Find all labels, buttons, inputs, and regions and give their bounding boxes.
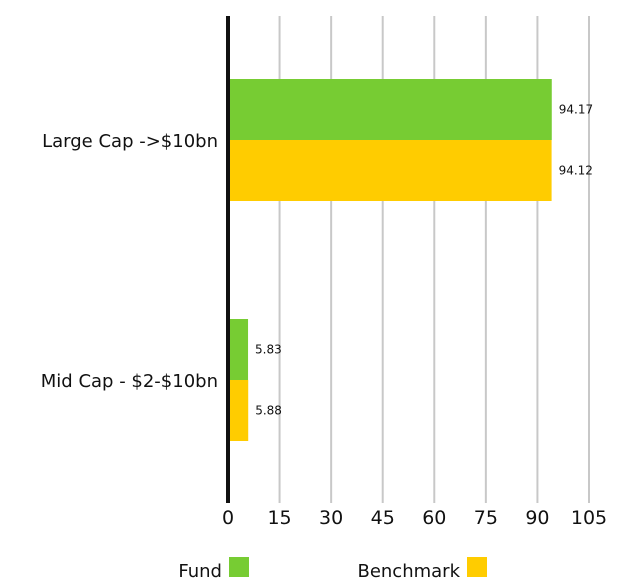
legend-swatch-fund xyxy=(229,557,249,577)
category-label-0: Large Cap ->$10bn xyxy=(42,131,218,152)
data-label-fund-0: 94.17 xyxy=(559,103,593,117)
x-tick-label-0: 0 xyxy=(222,507,234,529)
legend-label-fund: Fund xyxy=(178,561,222,581)
x-tick-label-75: 75 xyxy=(474,507,498,529)
data-labels: 94.17 94.12 5.83 5.88 xyxy=(255,103,593,418)
bars xyxy=(228,79,552,441)
bar-fund-0 xyxy=(228,79,552,140)
data-label-benchmark-0: 94.12 xyxy=(559,164,593,178)
bar-benchmark-0 xyxy=(228,140,552,201)
legend: Fund Benchmark xyxy=(178,557,487,581)
x-tick-label-60: 60 xyxy=(422,507,446,529)
legend-label-benchmark: Benchmark xyxy=(357,561,460,581)
x-tick-label-90: 90 xyxy=(525,507,549,529)
x-tick-label-15: 15 xyxy=(267,507,291,529)
x-tick-label-30: 30 xyxy=(319,507,343,529)
x-tick-labels: 0 15 30 45 60 75 90 105 xyxy=(222,507,607,529)
x-tick-label-45: 45 xyxy=(371,507,395,529)
data-label-benchmark-1: 5.88 xyxy=(255,404,282,418)
data-label-fund-1: 5.83 xyxy=(255,343,282,357)
x-tick-label-105: 105 xyxy=(571,507,607,529)
bar-fund-1 xyxy=(228,319,249,380)
legend-swatch-benchmark xyxy=(467,557,487,577)
bar-benchmark-1 xyxy=(228,380,249,441)
category-labels: Large Cap ->$10bn Mid Cap - $2-$10bn xyxy=(41,131,218,392)
category-label-1: Mid Cap - $2-$10bn xyxy=(41,371,218,392)
